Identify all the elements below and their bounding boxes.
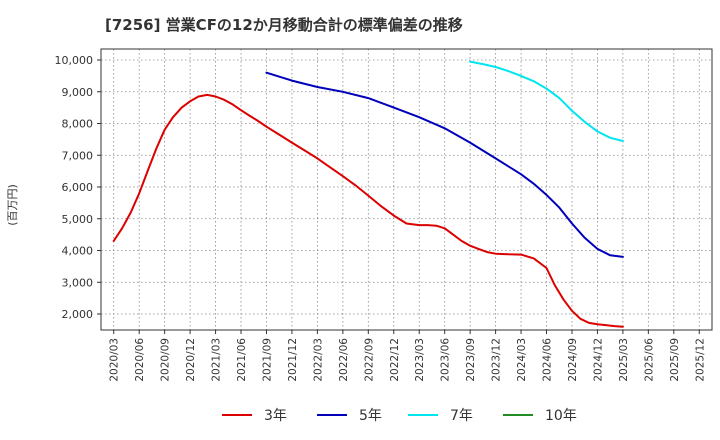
x-tick-label: 2022/06: [338, 338, 350, 382]
y-tick-label: 8,000: [62, 118, 94, 131]
x-tick-label: 2022/09: [363, 338, 375, 382]
y-tick-label: 7,000: [62, 149, 94, 162]
x-tick-label: 2024/06: [542, 338, 554, 382]
plot-frame: [100, 48, 713, 331]
x-tick-label: 2023/06: [440, 338, 452, 382]
legend-label-10年: 10年: [545, 408, 577, 424]
y-tick-label: 2,000: [62, 308, 94, 321]
series-line-5年: [265, 71, 624, 258]
x-tick-label: 2023/12: [491, 338, 503, 382]
legend-label-7年: 7年: [450, 408, 473, 424]
x-tick-label: 2021/03: [211, 338, 223, 382]
y-tick-label: 10,000: [55, 54, 94, 67]
x-tick-label: 2025/09: [669, 338, 681, 382]
x-tick-label: 2023/03: [414, 338, 426, 382]
x-tick-label: 2021/09: [261, 338, 273, 382]
legend-label-3年: 3年: [264, 408, 287, 424]
y-tick-label: 4,000: [62, 245, 94, 258]
plot-area: [101, 49, 712, 330]
series-line-7年: [469, 60, 624, 142]
x-tick-label: 2020/06: [134, 338, 146, 382]
y-axis-label: (百万円): [6, 184, 19, 226]
y-tick-label: 6,000: [62, 181, 94, 194]
chart-title: [7256] 営業CFの12か月移動合計の標準偏差の推移: [105, 16, 463, 34]
x-tick-label: 2020/12: [185, 338, 197, 382]
y-tick-label: 5,000: [62, 213, 94, 226]
x-tick-label: 2025/03: [618, 338, 630, 382]
x-tick-label: 2022/12: [389, 338, 401, 382]
x-tick-label: 2025/06: [643, 338, 655, 382]
x-tick-label: 2022/03: [312, 338, 324, 382]
x-tick-label: 2024/09: [567, 338, 579, 382]
x-tick-label: 2021/06: [236, 338, 248, 382]
series-line-3年: [112, 93, 624, 328]
chart-legend: 3年 5年 7年 10年: [222, 408, 577, 424]
x-tick-label: 2023/09: [465, 338, 477, 382]
y-tick-label: 9,000: [62, 86, 94, 99]
x-tick-label: 2025/12: [694, 338, 706, 382]
x-tick-label: 2021/12: [287, 338, 299, 382]
x-tick-label: 2024/12: [592, 338, 604, 382]
y-tick-label: 3,000: [62, 276, 94, 289]
x-tick-label: 2020/03: [109, 338, 121, 382]
legend-label-5年: 5年: [359, 408, 382, 424]
x-tick-label: 2024/03: [516, 338, 528, 382]
x-tick-label: 2020/09: [160, 338, 172, 382]
